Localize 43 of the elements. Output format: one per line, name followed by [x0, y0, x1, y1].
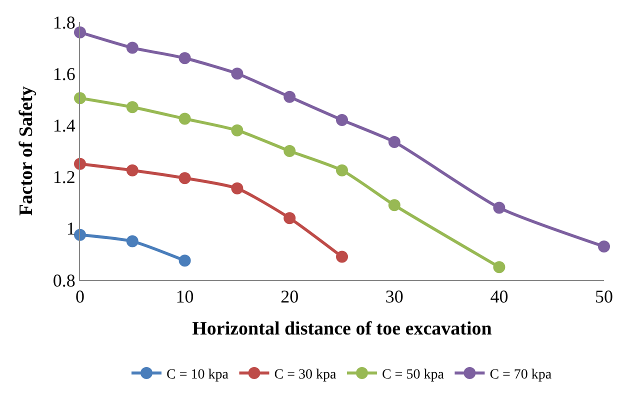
point	[126, 235, 138, 248]
point	[126, 101, 138, 114]
point	[388, 199, 400, 212]
y-tick-label: 1.6	[52, 64, 76, 84]
point	[74, 26, 86, 38]
point	[231, 124, 244, 136]
point	[231, 182, 244, 194]
point	[336, 164, 348, 176]
y-tick-label: 1	[66, 218, 76, 239]
point	[231, 68, 244, 80]
y-tick-label: 1.4	[52, 116, 76, 136]
point	[493, 261, 506, 274]
point	[598, 240, 610, 252]
x-tick-label: 10	[176, 286, 194, 307]
x-tick-label: 0	[76, 286, 84, 307]
y-axis-title: Factor of Safety	[16, 86, 37, 216]
point	[178, 112, 191, 125]
point	[178, 254, 191, 267]
point	[126, 164, 138, 176]
point	[284, 145, 296, 157]
point	[74, 158, 86, 170]
y-tick-label: 1.8	[52, 12, 76, 32]
point	[336, 114, 348, 126]
x-tick-label: 30	[385, 286, 404, 307]
point	[126, 42, 138, 54]
x-axis-title: Horizontal distance of toe excavation	[192, 318, 492, 340]
x-tick-label: 40	[490, 286, 508, 307]
point	[336, 250, 348, 263]
x-tick-label: 50	[595, 286, 613, 307]
legend-label: C = 10 kpa	[166, 367, 230, 382]
legend-label: C = 30 kpa	[274, 367, 337, 382]
legend-label: C = 50 kpa	[382, 367, 445, 382]
point	[284, 90, 296, 103]
x-tick-label: 20	[280, 286, 299, 307]
y-tick-label: 1.2	[52, 167, 76, 188]
legend-label: C = 70 kpa	[490, 367, 552, 382]
point	[178, 52, 191, 64]
point	[388, 136, 400, 148]
point	[178, 172, 191, 184]
y-tick-label: 0.8	[52, 270, 76, 290]
point	[284, 212, 296, 224]
point	[493, 202, 506, 214]
point	[74, 92, 86, 104]
